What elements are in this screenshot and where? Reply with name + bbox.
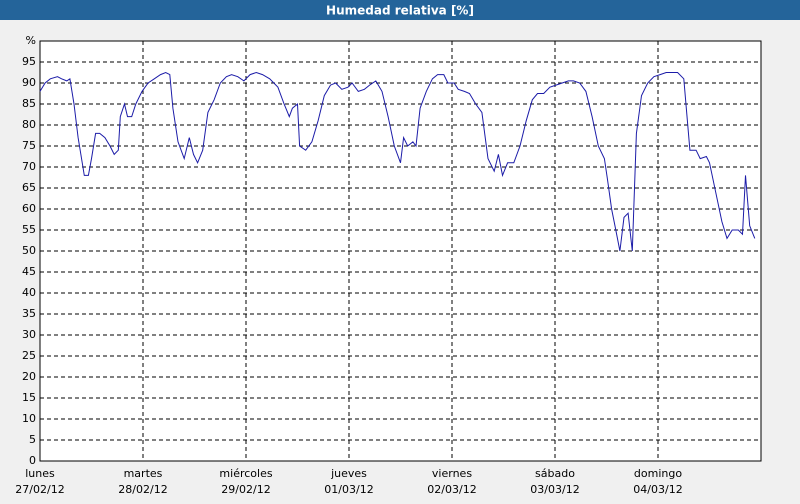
x-tick-label: domingo <box>634 467 682 480</box>
y-tick-label: 55 <box>22 223 36 236</box>
x-tick-date: 27/02/12 <box>15 483 64 496</box>
title-bar <box>0 0 800 20</box>
x-tick-label: martes <box>124 467 163 480</box>
y-tick-label: 70 <box>22 160 36 173</box>
y-tick-label: 95 <box>22 55 36 68</box>
x-tick-date: 03/03/12 <box>530 483 579 496</box>
x-tick-date: 02/03/12 <box>427 483 476 496</box>
y-tick-label: 35 <box>22 307 36 320</box>
y-tick-label: 10 <box>22 412 36 425</box>
y-tick-label: % <box>26 34 36 47</box>
x-tick-date: 29/02/12 <box>221 483 270 496</box>
x-tick-date: 28/02/12 <box>118 483 167 496</box>
y-tick-label: 50 <box>22 244 36 257</box>
x-tick-label: viernes <box>432 467 472 480</box>
x-tick-label: sábado <box>535 467 575 480</box>
x-tick-date: 04/03/12 <box>633 483 682 496</box>
plot-border <box>39 40 762 462</box>
y-tick-label: 40 <box>22 286 36 299</box>
x-tick-label: miércoles <box>219 467 272 480</box>
y-tick-label: 60 <box>22 202 36 215</box>
y-tick-label: 20 <box>22 370 36 383</box>
y-tick-label: 45 <box>22 265 36 278</box>
x-tick-label: jueves <box>330 467 367 480</box>
y-tick-label: 5 <box>29 433 36 446</box>
x-tick-date: 01/03/12 <box>324 483 373 496</box>
y-tick-label: 15 <box>22 391 36 404</box>
y-tick-label: 0 <box>29 454 36 467</box>
x-tick-label: lunes <box>25 467 55 480</box>
y-tick-label: 90 <box>22 76 36 89</box>
y-tick-label: 80 <box>22 118 36 131</box>
y-tick-label: 85 <box>22 97 36 110</box>
chart-title: Humedad relativa [%] <box>326 4 474 18</box>
y-tick-label: 65 <box>22 181 36 194</box>
data-line <box>39 71 756 252</box>
y-tick-label: 30 <box>22 328 36 341</box>
y-tick-label: 25 <box>22 349 36 362</box>
y-tick-label: 75 <box>22 139 36 152</box>
